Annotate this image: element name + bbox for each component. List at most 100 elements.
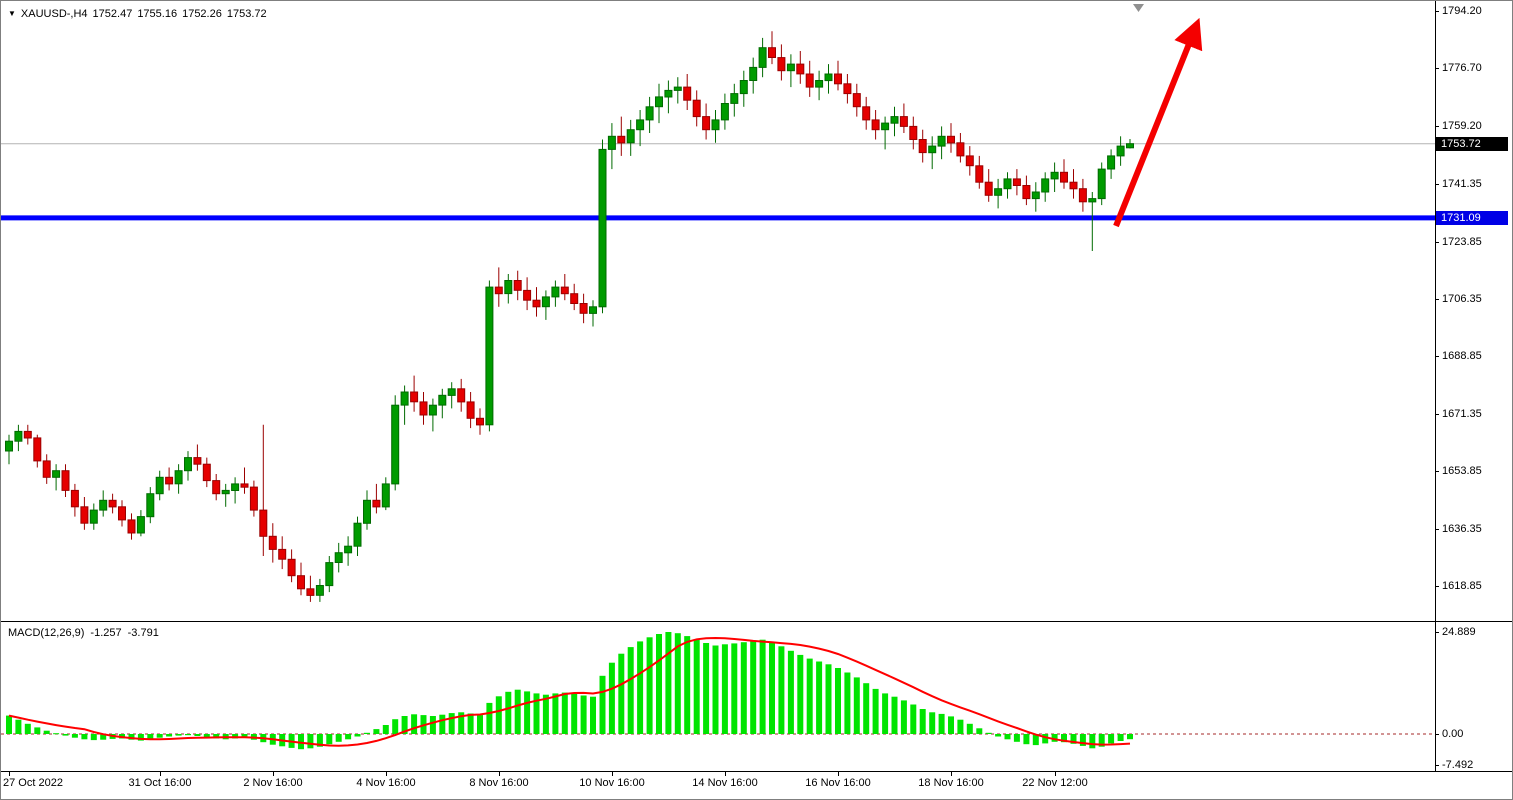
candle-body [476, 417, 484, 426]
macd-histogram-bar [693, 639, 700, 734]
candle-body [52, 470, 61, 478]
macd-histogram-bar [326, 734, 333, 745]
candle-body [212, 480, 221, 495]
macd-histogram-bar [185, 734, 191, 736]
macd-histogram-bar [957, 719, 964, 734]
price-axis-label: 1794.20 [1442, 5, 1482, 17]
macd-histogram-bar [750, 641, 757, 734]
candle-body [834, 73, 842, 85]
macd-histogram-bar [1042, 734, 1049, 744]
price-axis-label: 1636.35 [1442, 523, 1482, 535]
macd-histogram-bar [816, 661, 823, 734]
macd-histogram-bar [882, 693, 889, 734]
macd-histogram-bar [34, 727, 41, 734]
candle-body [146, 493, 155, 518]
time-axis-tick [273, 772, 274, 776]
macd-axis-label: 0.00 [1442, 728, 1464, 740]
candle-body [683, 86, 692, 101]
macd-histogram-bar [100, 734, 107, 740]
time-axis-label: 2 Nov 16:00 [243, 777, 303, 789]
candle-body [14, 430, 23, 442]
price-axis-label: 1618.85 [1442, 580, 1482, 592]
symbol-header: ▼ XAUUSD-,H4 1752.47 1755.16 1752.26 1753.72 [8, 8, 272, 20]
macd-histogram-bar [731, 643, 738, 734]
candle-body [89, 509, 98, 524]
candle-body [315, 585, 324, 596]
macd-histogram-bar [703, 643, 710, 734]
candle-body [1003, 178, 1012, 190]
candle-body [805, 73, 814, 88]
candle-body [862, 106, 871, 121]
current-price-badge: 1753.72 [1436, 137, 1508, 151]
time-axis-label: 10 Nov 16:00 [579, 777, 645, 789]
candle-body [240, 483, 249, 488]
candle-body [494, 286, 503, 295]
macd-histogram-bar [316, 734, 323, 747]
macd-histogram-bar [863, 683, 870, 734]
shift-marker-icon[interactable] [1133, 4, 1144, 12]
pane-separator[interactable] [1, 621, 1512, 622]
macd-histogram-bar [835, 668, 841, 734]
macd-histogram-bar [853, 677, 860, 734]
candle-body [899, 116, 908, 127]
macd-histogram-bar [665, 632, 672, 734]
price-axis-label: 1653.85 [1442, 465, 1482, 477]
candle-body [796, 63, 805, 75]
macd-axis-tick [1435, 734, 1439, 735]
macd-histogram-bar [411, 714, 418, 734]
macd-histogram-bar [561, 692, 568, 734]
macd-histogram-bar [1051, 734, 1058, 742]
candle-body [730, 93, 739, 104]
time-axis-tick [1055, 772, 1056, 776]
candle-body [504, 280, 513, 295]
candle-body [42, 460, 51, 478]
candle-body [984, 181, 993, 196]
macd-histogram-bar [43, 730, 50, 734]
candle-body [410, 391, 419, 403]
macd-histogram-bar [335, 734, 342, 742]
macd-histogram-bar [976, 728, 983, 734]
price-axis-border [1435, 1, 1436, 771]
macd-histogram-bar [1070, 734, 1077, 744]
symbol-dropdown-icon[interactable]: ▼ [8, 9, 16, 18]
macd-histogram-bar [505, 691, 512, 734]
candle-body [306, 588, 315, 596]
price-axis-tick [1435, 242, 1439, 243]
candle-body [136, 516, 145, 534]
time-axis-tick [9, 772, 10, 776]
macd-indicator-canvas[interactable] [1, 622, 1435, 771]
candle-body [1060, 171, 1068, 183]
macd-histogram-bar [137, 734, 144, 741]
macd-histogram-bar [15, 719, 22, 734]
time-axis-tick [725, 772, 726, 776]
macd-histogram-bar [806, 658, 813, 734]
candle-body [749, 66, 758, 82]
macd-histogram-bar [175, 734, 182, 736]
macd-histogram-bar [825, 664, 832, 734]
price-chart-canvas[interactable] [1, 1, 1435, 622]
price-axis-tick [1435, 299, 1439, 300]
candle-body [1088, 198, 1097, 203]
price-axis-label: 1723.85 [1442, 236, 1482, 248]
macd-histogram-bar [486, 702, 493, 734]
macd-histogram-bar [618, 653, 625, 734]
macd-histogram-bar [684, 636, 691, 734]
candle-body [99, 499, 108, 511]
macd-histogram-bar [891, 696, 898, 734]
macd-histogram-bar [552, 693, 559, 734]
candle-body [598, 148, 607, 308]
candle-body [579, 303, 588, 314]
price-axis-tick [1435, 529, 1439, 530]
macd-histogram-bar [985, 732, 992, 734]
candle-body [589, 306, 597, 314]
time-axis-label: 22 Nov 12:00 [1022, 777, 1088, 789]
candle-body [937, 135, 946, 147]
candle-body [259, 509, 268, 537]
candle-body [994, 188, 1003, 196]
candle-body [815, 80, 824, 88]
candle-body [881, 122, 890, 131]
candle-body [118, 506, 126, 521]
trend-arrow[interactable] [1113, 17, 1203, 228]
candle-body [532, 299, 541, 308]
macd-histogram-bar [599, 675, 606, 734]
